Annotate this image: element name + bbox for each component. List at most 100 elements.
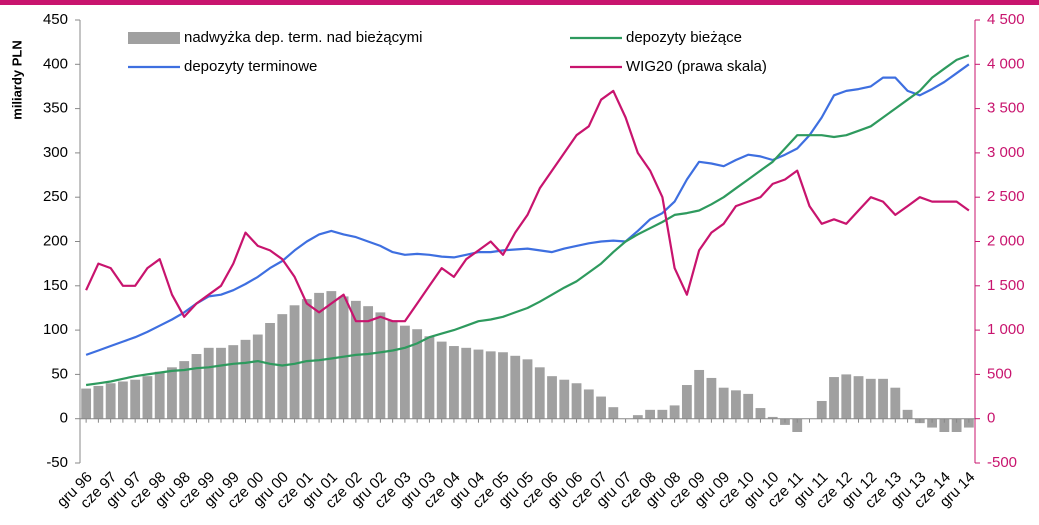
bar [596, 396, 606, 419]
bar [461, 347, 472, 419]
bar [154, 371, 165, 419]
y2-tick-label: 0 [987, 410, 995, 427]
bar [289, 305, 300, 419]
y-tick-label: 350 [43, 100, 68, 117]
bar [632, 415, 643, 419]
bar [265, 323, 275, 419]
bar [608, 407, 619, 419]
legend-label: nadwyżka dep. term. nad bieżącymi [184, 29, 422, 46]
bar [228, 345, 239, 419]
y2-tick-label: 1 000 [987, 321, 1025, 338]
bar [829, 377, 839, 419]
bar [252, 334, 263, 419]
bar [326, 291, 337, 419]
bar [387, 320, 398, 419]
bar [841, 374, 852, 419]
bar [534, 367, 545, 419]
y-tick-label: 400 [43, 55, 68, 72]
bar [963, 418, 974, 428]
bar [118, 381, 128, 419]
bar [350, 300, 361, 419]
bar [890, 387, 901, 419]
bar [878, 378, 888, 419]
bar [363, 306, 374, 419]
y2-tick-label: 3 500 [987, 100, 1025, 117]
header-bar [0, 0, 1039, 5]
y-tick-label: 0 [60, 410, 68, 427]
y2-tick-label: 500 [987, 365, 1012, 382]
bar [583, 389, 594, 419]
bar [498, 352, 508, 419]
y2-tick-label: 3 000 [987, 144, 1025, 161]
y-tick-label: 300 [43, 144, 68, 161]
y-tick-label: 50 [51, 365, 68, 382]
bar [706, 377, 717, 419]
bar [203, 347, 214, 419]
bar [694, 369, 705, 419]
y-tick-label: 100 [43, 321, 68, 338]
bar [314, 292, 324, 419]
line [85, 89, 970, 323]
bar [105, 383, 116, 419]
bar [559, 379, 570, 419]
y2-tick-label: 2 500 [987, 188, 1025, 205]
y-axis-label: miliardy PLN [9, 40, 24, 119]
bar [522, 359, 533, 419]
bar [510, 355, 521, 419]
y-tick-label: 200 [43, 232, 68, 249]
bar [902, 409, 913, 419]
bar [681, 385, 692, 419]
bar [93, 385, 104, 419]
bar [547, 376, 557, 419]
bar [485, 351, 496, 419]
bar [718, 387, 729, 419]
bar [816, 400, 827, 419]
bar [216, 347, 226, 419]
legend-swatch [128, 32, 180, 44]
bar [571, 383, 582, 419]
bar [81, 388, 92, 419]
y2-tick-label: -500 [987, 454, 1017, 471]
bar [865, 378, 876, 419]
y2-tick-label: 4 500 [987, 11, 1025, 28]
legend-label: depozyty bieżące [626, 29, 742, 46]
bar [179, 361, 190, 419]
bar [731, 390, 741, 419]
bar [240, 339, 251, 419]
bar [473, 349, 484, 419]
bar [939, 418, 950, 432]
bar [743, 393, 754, 419]
bar [449, 346, 459, 419]
bar [412, 329, 423, 419]
bar [167, 367, 177, 419]
bar [130, 379, 141, 419]
y-tick-label: -50 [46, 454, 68, 471]
y-tick-label: 150 [43, 277, 68, 294]
line [85, 54, 970, 387]
bar [142, 376, 153, 419]
bar [951, 418, 962, 432]
y-tick-label: 450 [43, 11, 68, 28]
bar [375, 312, 386, 419]
bar [436, 341, 447, 419]
legend-label: depozyty terminowe [184, 58, 317, 75]
y2-tick-label: 2 000 [987, 232, 1025, 249]
bar [301, 299, 312, 419]
bar [927, 418, 937, 428]
bar [657, 409, 668, 419]
bar [767, 416, 778, 419]
y2-tick-label: 1 500 [987, 277, 1025, 294]
y2-tick-label: 4 000 [987, 55, 1025, 72]
bar [669, 405, 680, 419]
line [85, 63, 970, 356]
bar [755, 408, 766, 419]
bar [399, 325, 410, 419]
bar [792, 418, 803, 432]
y-tick-label: 250 [43, 188, 68, 205]
bar [191, 354, 202, 419]
bar [424, 336, 435, 419]
legend-label: WIG20 (prawa skala) [626, 58, 767, 75]
bar [645, 409, 656, 419]
bar [853, 376, 864, 419]
